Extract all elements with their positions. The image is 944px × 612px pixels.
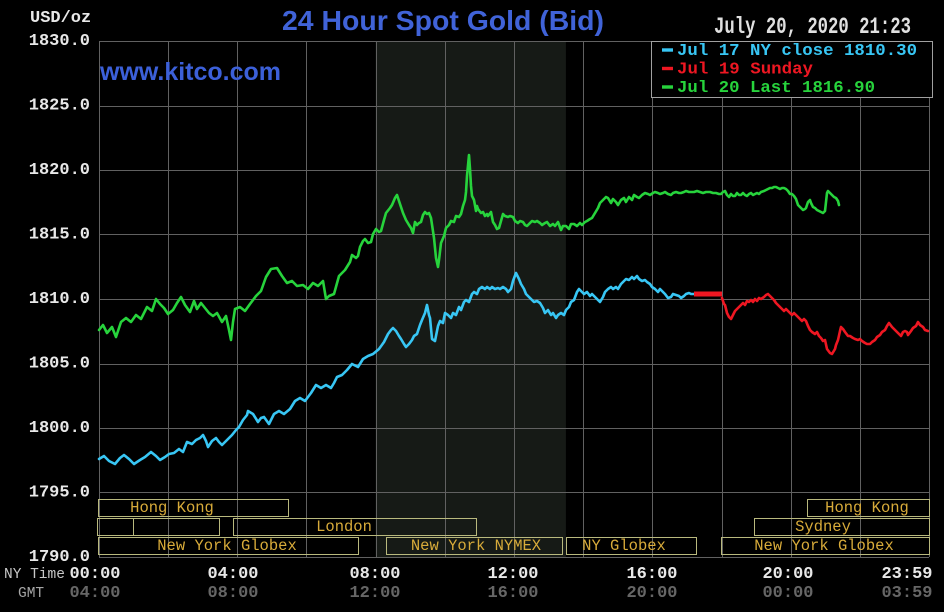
svg-text:1810.0: 1810.0: [29, 290, 90, 309]
svg-text:London: London: [316, 518, 372, 536]
svg-text:24 Hour Spot Gold (Bid): 24 Hour Spot Gold (Bid): [282, 5, 604, 36]
svg-text:23:59: 23:59: [881, 565, 932, 584]
svg-text:July 20, 2020 21:23: July 20, 2020 21:23: [714, 14, 911, 40]
svg-text:08:00: 08:00: [349, 565, 400, 584]
svg-text:NY Time: NY Time: [4, 567, 65, 583]
svg-text:1820.0: 1820.0: [29, 161, 90, 180]
svg-text:www.kitco.com: www.kitco.com: [99, 58, 281, 86]
svg-text:04:00: 04:00: [69, 584, 120, 603]
svg-text:USD/oz: USD/oz: [30, 9, 91, 28]
svg-text:Sydney: Sydney: [795, 518, 851, 536]
svg-text:12:00: 12:00: [349, 584, 400, 603]
svg-text:GMT: GMT: [18, 586, 44, 602]
svg-text:1830.0: 1830.0: [29, 32, 90, 51]
svg-text:New York NYMEX: New York NYMEX: [411, 537, 542, 555]
svg-text:00:00: 00:00: [762, 584, 813, 603]
svg-text:1815.0: 1815.0: [29, 226, 90, 245]
svg-text:1825.0: 1825.0: [29, 97, 90, 116]
svg-text:1805.0: 1805.0: [29, 355, 90, 374]
svg-text:00:00: 00:00: [69, 565, 120, 584]
svg-text:04:00: 04:00: [207, 565, 258, 584]
svg-text:08:00: 08:00: [207, 584, 258, 603]
svg-text:New York Globex: New York Globex: [754, 537, 894, 555]
svg-text:New York Globex: New York Globex: [157, 537, 297, 555]
svg-text:NY Globex: NY Globex: [582, 537, 666, 555]
svg-text:Jul 17 NY close 1810.30: Jul 17 NY close 1810.30: [677, 42, 917, 61]
svg-text:Jul 20 Last 1816.90: Jul 20 Last 1816.90: [677, 79, 875, 98]
svg-text:Jul 19 Sunday: Jul 19 Sunday: [677, 61, 813, 80]
svg-text:Hong Kong: Hong Kong: [130, 499, 214, 517]
svg-text:Hong Kong: Hong Kong: [825, 499, 909, 517]
svg-text:1790.0: 1790.0: [29, 548, 90, 567]
svg-text:03:59: 03:59: [881, 584, 932, 603]
svg-text:16:00: 16:00: [487, 584, 538, 603]
svg-text:16:00: 16:00: [626, 565, 677, 584]
svg-text:20:00: 20:00: [762, 565, 813, 584]
svg-text:12:00: 12:00: [487, 565, 538, 584]
svg-text:20:00: 20:00: [626, 584, 677, 603]
svg-text:1795.0: 1795.0: [29, 484, 90, 503]
svg-text:1800.0: 1800.0: [29, 419, 90, 438]
